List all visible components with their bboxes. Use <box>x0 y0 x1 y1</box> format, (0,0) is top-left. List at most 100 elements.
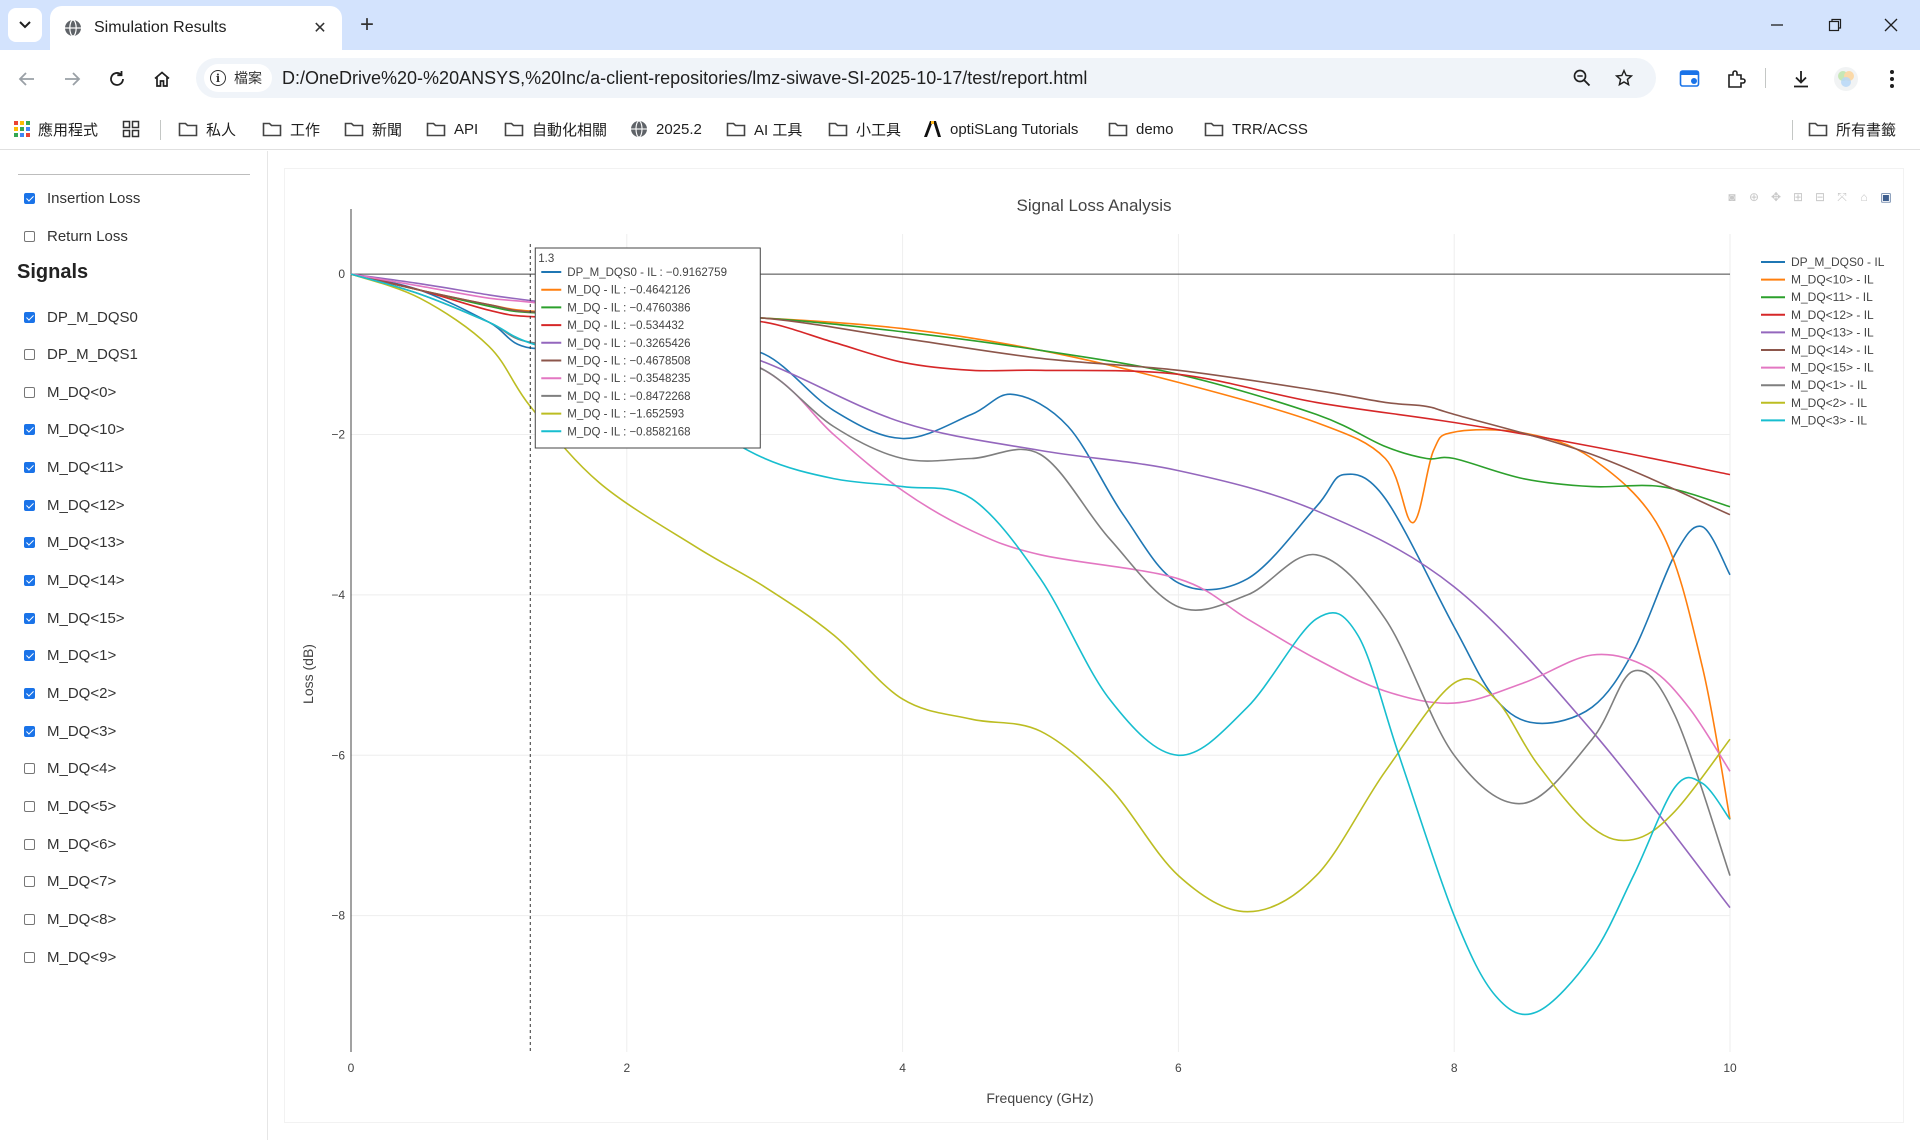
checkbox-unchecked[interactable] <box>24 230 35 242</box>
checkbox-unchecked[interactable] <box>24 838 35 850</box>
signal-checkbox-row[interactable]: M_DQ<9> <box>24 946 116 968</box>
signal-checkbox-row[interactable]: M_DQ<14> <box>24 570 125 592</box>
bookmark-item[interactable]: demo <box>1108 116 1174 142</box>
signal-checkbox-row[interactable]: M_DQ<10> <box>24 419 125 441</box>
series-line[interactable] <box>350 273 1731 476</box>
checkbox-label: M_DQ<4> <box>47 760 117 778</box>
signal-checkbox-row[interactable]: M_DQ<5> <box>24 795 116 817</box>
extensions-button[interactable] <box>1718 61 1754 97</box>
series-line[interactable] <box>350 273 1731 913</box>
browser-menu-button[interactable] <box>1874 61 1910 97</box>
legend-label[interactable]: M_DQ<15> - IL <box>1791 361 1874 375</box>
signal-checkbox-row[interactable]: M_DQ<0> <box>24 381 116 403</box>
zoom-icon[interactable] <box>1568 64 1596 92</box>
plotly-logo-icon[interactable]: ▣ <box>1880 190 1892 204</box>
signal-checkbox-row[interactable]: M_DQ<8> <box>24 908 116 930</box>
camera-icon[interactable]: ◙ <box>1728 190 1736 204</box>
legend-label[interactable]: M_DQ<2> - IL <box>1791 396 1867 410</box>
legend-label[interactable]: M_DQ<14> - IL <box>1791 343 1874 357</box>
series-line[interactable] <box>350 273 1731 516</box>
checkbox-unchecked[interactable] <box>24 800 35 812</box>
checkbox-unchecked[interactable] <box>24 876 35 888</box>
url-text[interactable]: D:/OneDrive%20-%20ANSYS,%20Inc/a-client-… <box>282 68 1088 88</box>
signal-checkbox-row[interactable]: M_DQ<15> <box>24 607 125 629</box>
reset-axes-icon[interactable]: ⌂ <box>1860 190 1868 204</box>
bookmark-item[interactable]: 小工具 <box>828 116 901 142</box>
address-bar[interactable]: i 檔案 D:/OneDrive%20-%20ANSYS,%20Inc/a-cl… <box>196 58 1656 98</box>
checkbox-checked[interactable] <box>24 192 35 204</box>
bookmark-item[interactable]: API <box>426 116 478 142</box>
zoom-out-icon[interactable]: ⊟ <box>1814 190 1826 204</box>
signal-checkbox-row[interactable]: M_DQ<4> <box>24 758 116 780</box>
bookmark-label: AI 工具 <box>754 121 803 139</box>
profile-button[interactable] <box>1828 61 1864 97</box>
checkbox-unchecked[interactable] <box>24 386 35 398</box>
bookmark-item[interactable]: optiSLang Tutorials <box>922 116 1078 142</box>
bookmark-item[interactable]: AI 工具 <box>726 116 802 142</box>
tab-search-button[interactable] <box>8 8 42 42</box>
checkbox-checked[interactable] <box>24 650 35 662</box>
checkbox-checked[interactable] <box>24 688 35 699</box>
bookmark-item[interactable]: 自動化相關 <box>504 116 607 142</box>
zoom-icon[interactable]: ⊕ <box>1748 190 1760 204</box>
legend-label[interactable]: M_DQ<10> - IL <box>1791 273 1874 287</box>
loss-chart[interactable]: Signal Loss Analysis Frequency (GHz) Los… <box>285 169 1903 1122</box>
autoscale-icon[interactable]: ⤧ <box>1837 189 1847 204</box>
checkbox-unchecked[interactable] <box>24 913 35 925</box>
site-info-chip[interactable]: i 檔案 <box>204 64 272 92</box>
checkbox-unchecked[interactable] <box>24 951 35 963</box>
checkbox-checked[interactable] <box>24 499 35 511</box>
bookmark-item[interactable]: 新聞 <box>344 116 402 142</box>
downloads-button[interactable] <box>1783 61 1819 97</box>
legend-label[interactable]: M_DQ<11> - IL <box>1791 290 1873 304</box>
checkbox-checked[interactable] <box>24 537 35 549</box>
signal-checkbox-row[interactable]: DP_M_DQS1 <box>24 344 138 366</box>
back-button[interactable] <box>9 61 45 97</box>
signal-checkbox-row[interactable]: M_DQ<12> <box>24 494 125 516</box>
legend-label[interactable]: M_DQ<13> - IL <box>1791 325 1874 339</box>
minimize-button[interactable] <box>1752 8 1802 42</box>
signal-checkbox-row[interactable]: M_DQ<7> <box>24 871 116 893</box>
signal-checkbox-row[interactable]: Return Loss <box>24 225 128 247</box>
close-window-button[interactable] <box>1866 8 1916 42</box>
bookmark-star-icon[interactable] <box>1610 64 1638 92</box>
signal-checkbox-row[interactable]: Insertion Loss <box>24 187 140 209</box>
bookmark-item[interactable]: 私人 <box>178 116 236 142</box>
bookmark-item[interactable] <box>122 116 140 142</box>
new-tab-button[interactable]: + <box>359 11 374 38</box>
browser-tab-active[interactable]: Simulation Results ✕ <box>50 6 342 50</box>
checkbox-checked[interactable] <box>24 424 35 436</box>
pan-icon[interactable]: ✥ <box>1770 190 1782 204</box>
bookmark-item[interactable]: 所有書籤 <box>1808 116 1896 142</box>
legend-label[interactable]: M_DQ<1> - IL <box>1791 378 1867 392</box>
close-tab-icon[interactable]: ✕ <box>313 20 327 37</box>
bookmark-item[interactable]: 工作 <box>262 116 320 142</box>
checkbox-checked[interactable] <box>24 311 35 323</box>
legend-label[interactable]: M_DQ<12> - IL <box>1791 308 1874 322</box>
checkbox-checked[interactable] <box>24 462 35 474</box>
checkbox-checked[interactable] <box>24 612 35 624</box>
checkbox-checked[interactable] <box>24 575 35 587</box>
signal-checkbox-row[interactable]: M_DQ<1> <box>24 645 116 667</box>
restore-button[interactable] <box>1810 8 1860 42</box>
signal-checkbox-row[interactable]: M_DQ<13> <box>24 532 125 554</box>
signal-checkbox-row[interactable]: DP_M_DQS0 <box>24 306 138 328</box>
series-line[interactable] <box>350 273 1731 909</box>
bookmark-item[interactable]: 2025.2 <box>630 116 702 142</box>
zoom-in-icon[interactable]: ⊞ <box>1792 190 1804 204</box>
legend-label[interactable]: DP_M_DQS0 - IL <box>1791 255 1885 269</box>
home-button[interactable] <box>144 61 180 97</box>
signal-checkbox-row[interactable]: M_DQ<2> <box>24 683 116 705</box>
signal-checkbox-row[interactable]: M_DQ<3> <box>24 720 116 742</box>
checkbox-unchecked[interactable] <box>24 349 35 361</box>
signal-checkbox-row[interactable]: M_DQ<6> <box>24 833 116 855</box>
reload-button[interactable] <box>99 61 135 97</box>
extension-button-1[interactable] <box>1672 61 1708 97</box>
forward-button[interactable] <box>54 61 90 97</box>
legend-label[interactable]: M_DQ<3> - IL <box>1791 413 1867 427</box>
checkbox-checked[interactable] <box>24 725 35 737</box>
bookmark-item[interactable]: 應用程式 <box>14 116 98 142</box>
signal-checkbox-row[interactable]: M_DQ<11> <box>24 457 123 479</box>
checkbox-unchecked[interactable] <box>24 763 35 775</box>
bookmark-item[interactable]: TRR/ACSS <box>1204 116 1308 142</box>
